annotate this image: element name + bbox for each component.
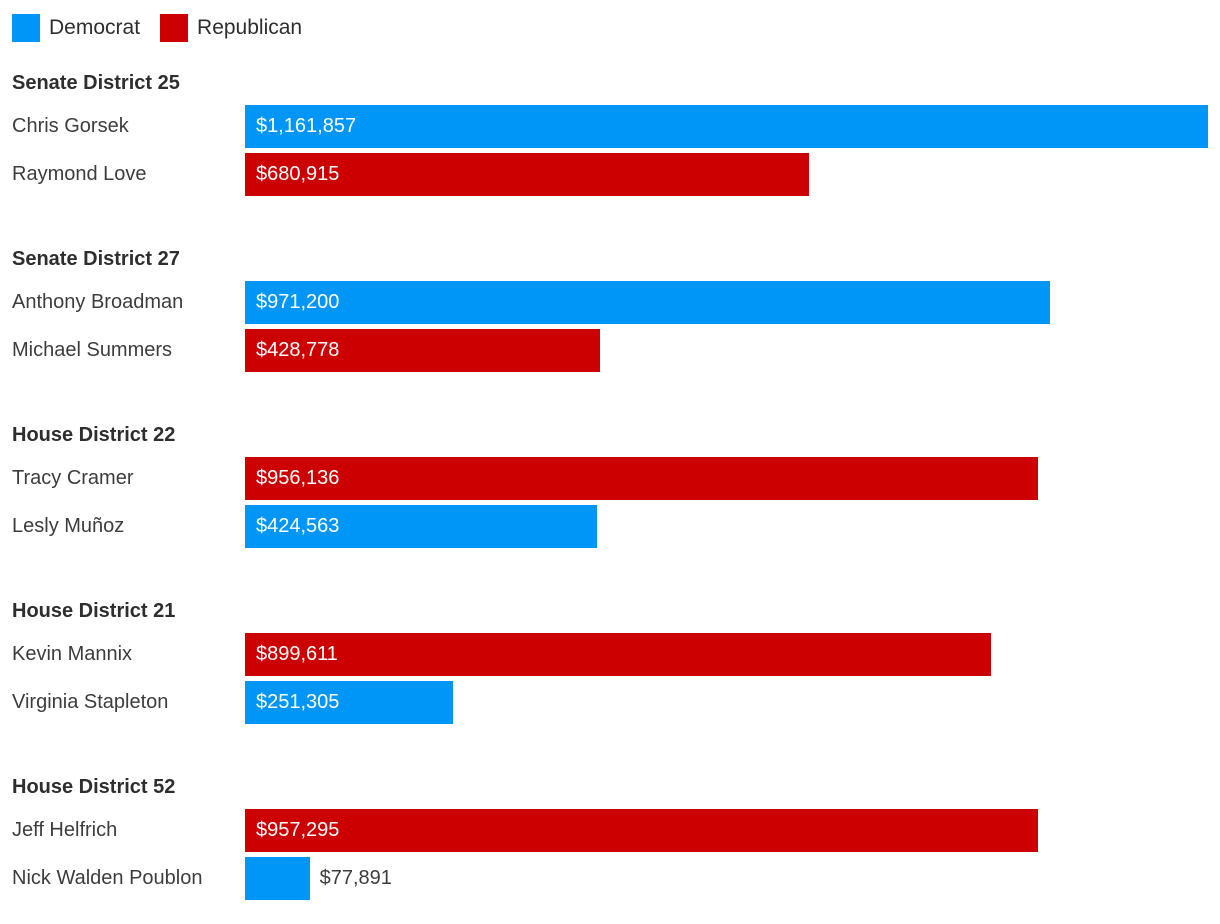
candidate-name: Jeff Helfrich: [12, 819, 118, 841]
district-section-2: Senate District 27 Anthony Broadman $971,2…: [0, 249, 1220, 372]
district-section-1: Senate District 25 Chris Gorsek $1,161,857…: [0, 73, 1220, 196]
bar-value-label: $77,891: [319, 867, 392, 889]
bar-track: $1,161,857: [245, 105, 1220, 148]
bar-track: $424,563: [245, 505, 1220, 548]
district-title: House District 52: [12, 776, 176, 798]
democrat-bar: $971,200: [245, 281, 1050, 324]
candidate-row: Anthony Broadman $971,200: [0, 281, 1220, 324]
candidate-row: Raymond Love $680,915: [0, 153, 1220, 196]
candidate-row: Nick Walden Poublon $77,891: [0, 857, 1220, 900]
bar-value-label: $971,200: [256, 291, 340, 313]
democrat-legend-swatch: [12, 14, 40, 42]
district-title: Senate District 27: [12, 248, 180, 270]
bar-track: $680,915: [245, 153, 1220, 196]
candidate-name: Virginia Stapleton: [12, 691, 169, 713]
democrat-bar: $1,161,857: [245, 105, 1208, 148]
bar-value-label: $1,161,857: [256, 115, 357, 137]
district-title: House District 21: [12, 600, 176, 622]
democrat-bar: $424,563: [245, 505, 597, 548]
republican-legend-swatch: [160, 14, 189, 42]
candidate-name: Raymond Love: [12, 163, 147, 185]
district-title: Senate District 25: [12, 72, 180, 94]
bar-value-label: $956,136: [256, 467, 340, 489]
republican-bar: $428,778: [245, 329, 601, 372]
district-section-5: House District 52 Jeff Helfrich $957,295 Ni…: [0, 777, 1220, 900]
candidate-name: Anthony Broadman: [12, 291, 184, 313]
republican-bar: $957,295: [245, 809, 1039, 852]
candidate-name: Michael Summers: [12, 339, 173, 361]
republican-bar: $956,136: [245, 457, 1038, 500]
bar-value-label: $251,305: [256, 691, 340, 713]
candidate-row: Lesly Muñoz $424,563: [0, 505, 1220, 548]
candidate-row: Chris Gorsek $1,161,857: [0, 105, 1220, 148]
candidate-name: Lesly Muñoz: [12, 515, 125, 537]
candidate-row: Jeff Helfrich $957,295: [0, 809, 1220, 852]
candidate-row: Tracy Cramer $956,136: [0, 457, 1220, 500]
bar-track: $957,295: [245, 809, 1220, 852]
republican-bar: $899,611: [245, 633, 991, 676]
district-section-3: House District 22 Tracy Cramer $956,136 Les…: [0, 425, 1220, 548]
legend: Democrat Republican: [12, 14, 1220, 42]
bar-value-label: $957,295: [256, 819, 340, 841]
fundraising-bar-chart: Senate District 25 Chris Gorsek $1,161,857…: [0, 73, 1220, 900]
candidate-name: Chris Gorsek: [12, 115, 129, 137]
candidate-name: Nick Walden Poublon: [12, 867, 203, 889]
bar-value-label: $428,778: [256, 339, 340, 361]
bar-track: $251,305: [245, 681, 1220, 724]
bar-track: $956,136: [245, 457, 1220, 500]
bar-track: $899,611: [245, 633, 1220, 676]
bar-value-label: $424,563: [256, 515, 340, 537]
candidate-name: Kevin Mannix: [12, 643, 133, 665]
candidate-name: Tracy Cramer: [12, 467, 134, 489]
republican-bar: $680,915: [245, 153, 810, 196]
bar-value-label: $680,915: [256, 163, 340, 185]
candidate-row: Michael Summers $428,778: [0, 329, 1220, 372]
candidate-row: Kevin Mannix $899,611: [0, 633, 1220, 676]
district-section-4: House District 21 Kevin Mannix $899,611 Vir…: [0, 601, 1220, 724]
democrat-bar: $251,305: [245, 681, 454, 724]
bar-value-label: $899,611: [256, 643, 338, 665]
bar-track: $971,200: [245, 281, 1220, 324]
bar-track: $428,778: [245, 329, 1220, 372]
candidate-row: Virginia Stapleton $251,305: [0, 681, 1220, 724]
legend-label-democrat: Democrat: [49, 16, 141, 39]
district-title: House District 22: [12, 424, 176, 446]
legend-label-republican: Republican: [197, 16, 303, 39]
democrat-bar: [245, 857, 310, 900]
bar-track: $77,891: [245, 857, 1220, 900]
